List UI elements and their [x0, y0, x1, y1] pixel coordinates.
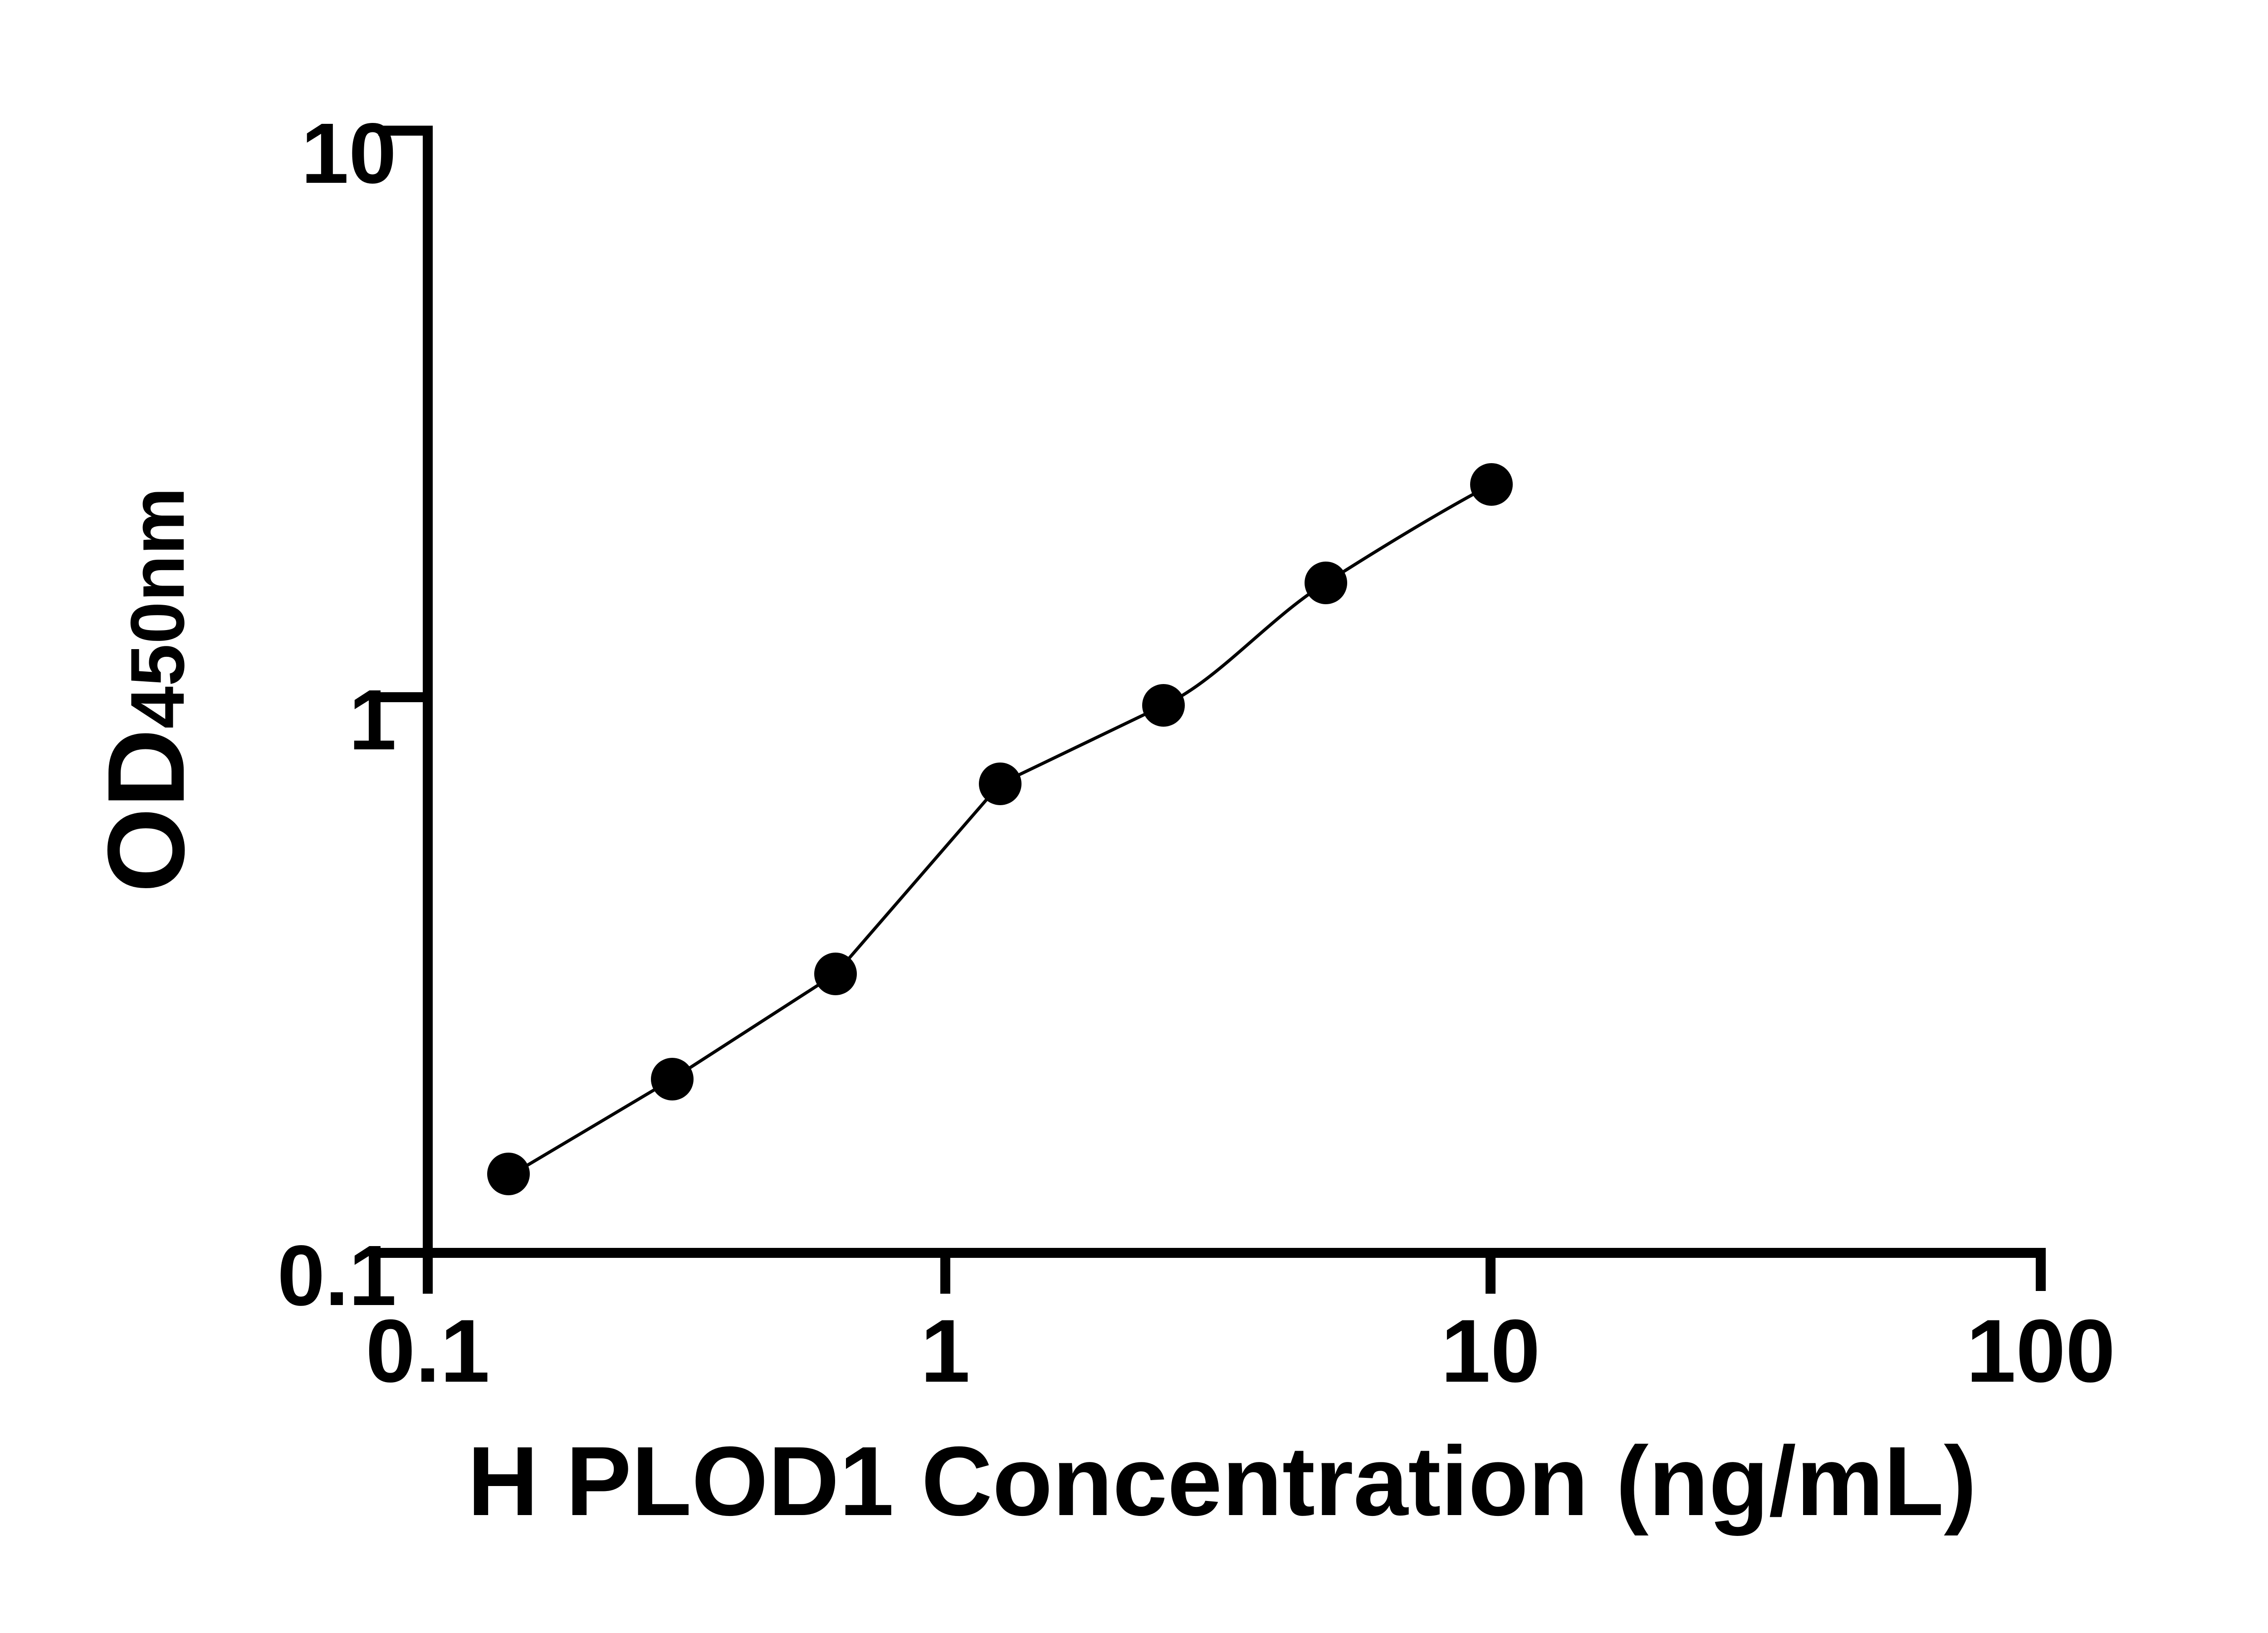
svg-text:H PLOD1 Concentration (ng/mL): H PLOD1 Concentration (ng/mL) — [467, 1426, 1976, 1536]
svg-text:0.1: 0.1 — [277, 1228, 396, 1324]
svg-text:100: 100 — [1966, 1301, 2116, 1401]
svg-text:10: 10 — [301, 106, 396, 201]
svg-text:1: 1 — [920, 1301, 970, 1401]
svg-text:10: 10 — [1441, 1301, 1540, 1401]
svg-text:1: 1 — [349, 672, 396, 768]
svg-text:OD450nm: OD450nm — [85, 487, 207, 893]
